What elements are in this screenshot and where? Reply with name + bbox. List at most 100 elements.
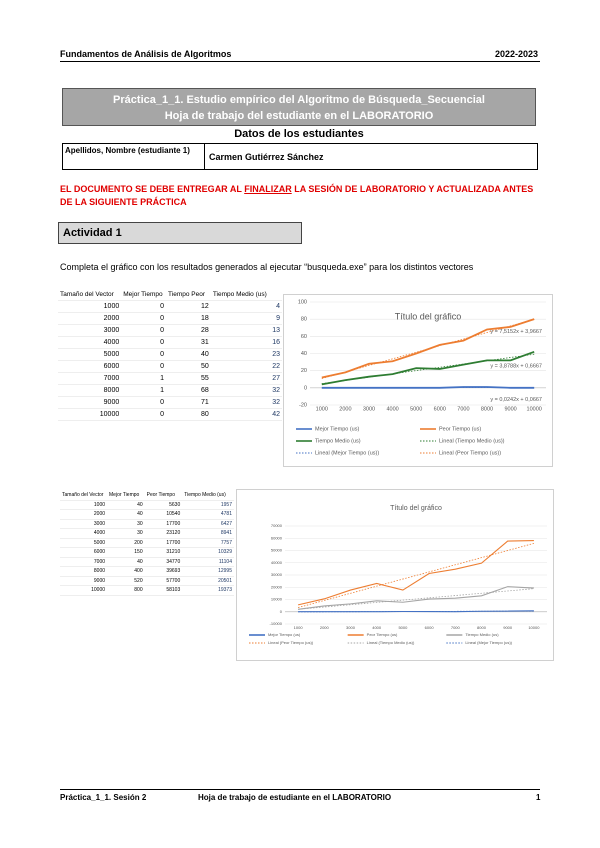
y-tick-label: 60000 xyxy=(271,535,283,540)
y-tick-label: 60 xyxy=(301,334,307,340)
cell: 8000 xyxy=(58,384,122,397)
legend-label: Mejor Tiempo (us) xyxy=(315,426,359,432)
cell: 10329 xyxy=(182,547,234,558)
cell: 80 xyxy=(166,408,211,421)
cell: 1000 xyxy=(58,300,122,313)
students-heading: Datos de los estudiantes xyxy=(234,128,364,140)
cell: 0 xyxy=(121,300,167,313)
trendline xyxy=(298,610,534,613)
cell: 200 xyxy=(107,538,145,548)
cell: 30 xyxy=(107,519,145,529)
cell: 27 xyxy=(210,372,282,385)
y-tick-label: 50000 xyxy=(271,548,283,553)
chart: -20 0 20 40 60 80 100 1000 2000 3000 4000 5000 6000 7… xyxy=(296,299,546,456)
series-line xyxy=(321,318,535,379)
x-tick-label: 5000 xyxy=(398,625,408,630)
cell: 0 xyxy=(121,348,167,361)
x-tick-label: 2000 xyxy=(320,625,330,630)
x-tick-label: 6000 xyxy=(434,406,446,412)
x-tick-label: 10000 xyxy=(528,625,540,630)
legend-label: Lineal (Peor Tiempo (us)) xyxy=(268,640,314,645)
title-box: Práctica_1_1. Estudio empírico del Algor… xyxy=(62,88,536,126)
series-line xyxy=(297,540,534,606)
row: 8000 400 39693 12995 xyxy=(60,566,234,577)
y-tick-label: 40 xyxy=(301,351,307,357)
header-row: Tamaño del Vector Mejor Tiempo Peor Tiempo… xyxy=(60,491,234,501)
cell: 150 xyxy=(107,547,145,558)
header-row: Tamaño del Vector Mejor Tiempo Tiempo Peor… xyxy=(58,289,282,301)
x-tick-label: 9000 xyxy=(503,625,513,630)
x-tick-label: 1000 xyxy=(294,625,304,630)
row: 3000 30 17700 6427 xyxy=(60,519,234,529)
y-tick-label: 0 xyxy=(304,385,307,391)
x-tick-label: 1000 xyxy=(316,406,328,412)
cell: 23120 xyxy=(144,528,183,539)
x-tick-label: 10000 xyxy=(527,406,542,412)
cell: 40 xyxy=(166,348,211,361)
legend-label: Lineal (Peor Tiempo (us)) xyxy=(439,450,501,456)
row: 2000 0 18 9 xyxy=(58,312,282,325)
student-name: Carmen Gutiérrez Sánchez xyxy=(204,143,538,170)
header-cell: Mejor Tiempo xyxy=(121,289,167,301)
cell: 0 xyxy=(121,312,167,325)
chart-box: -10000 0 10000 20000 30000 40000 50000 60000 700… xyxy=(236,489,554,661)
cell: 9000 xyxy=(60,576,108,586)
course: Fundamentos de Análisis de Algoritmos xyxy=(60,49,232,59)
x-tick-label: 6000 xyxy=(425,625,435,630)
cell: 2000 xyxy=(58,312,122,325)
legend-label: Lineal (Tiempo Medio (us)) xyxy=(367,640,415,645)
warning-text: LA SESIÓN DE LABORATORIO Y ACTUALIZADA A… xyxy=(60,184,534,207)
row: 5000 200 17700 7757 xyxy=(60,538,234,548)
cell: 40 xyxy=(107,509,145,520)
cell: 1000 xyxy=(60,500,108,510)
cell: 10000 xyxy=(58,408,122,421)
cell: 30 xyxy=(107,528,145,539)
warning: EL DOCUMENTO SE DEBE ENTREGAR AL FINALIZ… xyxy=(60,183,540,209)
legend-label: Lineal (Mejor Tiempo (us)) xyxy=(465,640,512,645)
cell: 22 xyxy=(210,360,282,373)
cell: 58103 xyxy=(144,585,183,596)
header-rule xyxy=(60,61,540,62)
warning-text: EL DOCUMENTO SE DEBE ENTREGAR AL xyxy=(60,184,245,194)
y-tick-label: 20 xyxy=(301,368,307,374)
cell: 5630 xyxy=(144,500,183,510)
legend-label: Peor Tiempo (us) xyxy=(439,426,481,432)
cell: 0 xyxy=(121,324,167,337)
title-line: Práctica_1_1. Estudio empírico del Algor… xyxy=(113,94,485,106)
instruction: Completa el gráfico con los resultados g… xyxy=(60,262,474,272)
trendline xyxy=(297,542,535,608)
x-tick-label: 7000 xyxy=(451,625,461,630)
y-tick-label: 0 xyxy=(280,609,283,614)
trend-equation: y = 3,8788x + 0,6667 xyxy=(490,364,542,370)
cell: 12995 xyxy=(182,566,234,577)
cell: 0 xyxy=(121,336,167,349)
series-line xyxy=(321,350,535,386)
row: 9000 0 71 32 xyxy=(58,396,282,409)
row: 1000 0 12 4 xyxy=(58,300,282,313)
legend-label: Tiempo Medio (us) xyxy=(315,438,361,444)
cell: 32 xyxy=(210,384,282,397)
header-cell: Peor Tiempo xyxy=(144,491,183,501)
cell: 4000 xyxy=(60,528,108,539)
y-tick-label: 30000 xyxy=(271,572,283,577)
y-tick-label: -10000 xyxy=(270,621,283,626)
cell: 19373 xyxy=(182,585,234,596)
cell: 4 xyxy=(210,300,282,313)
row: 2000 40 10540 4781 xyxy=(60,509,234,520)
y-tick-label: 70000 xyxy=(271,523,283,528)
cell: 2000 xyxy=(60,509,108,520)
y-tick-label: 40000 xyxy=(271,560,283,565)
cell: 9 xyxy=(210,312,282,325)
footer-center: Hoja de trabajo de estudiante en el LABO… xyxy=(198,793,392,802)
header-cell: Tiempo Medio (us) xyxy=(182,491,234,501)
cell: 3000 xyxy=(60,519,108,529)
row: 4000 30 23120 8941 xyxy=(60,528,234,539)
cell: 10000 xyxy=(60,585,108,596)
row: 9000 520 57700 20501 xyxy=(60,576,234,586)
cell: 6000 xyxy=(58,360,122,373)
trend-equation: y = 0,0242x + 0,0667 xyxy=(490,397,542,403)
cell: 17700 xyxy=(144,538,183,548)
x-tick-label: 7000 xyxy=(457,406,469,412)
x-tick-label: 4000 xyxy=(372,625,382,630)
y-tick-label: 100 xyxy=(298,299,307,305)
